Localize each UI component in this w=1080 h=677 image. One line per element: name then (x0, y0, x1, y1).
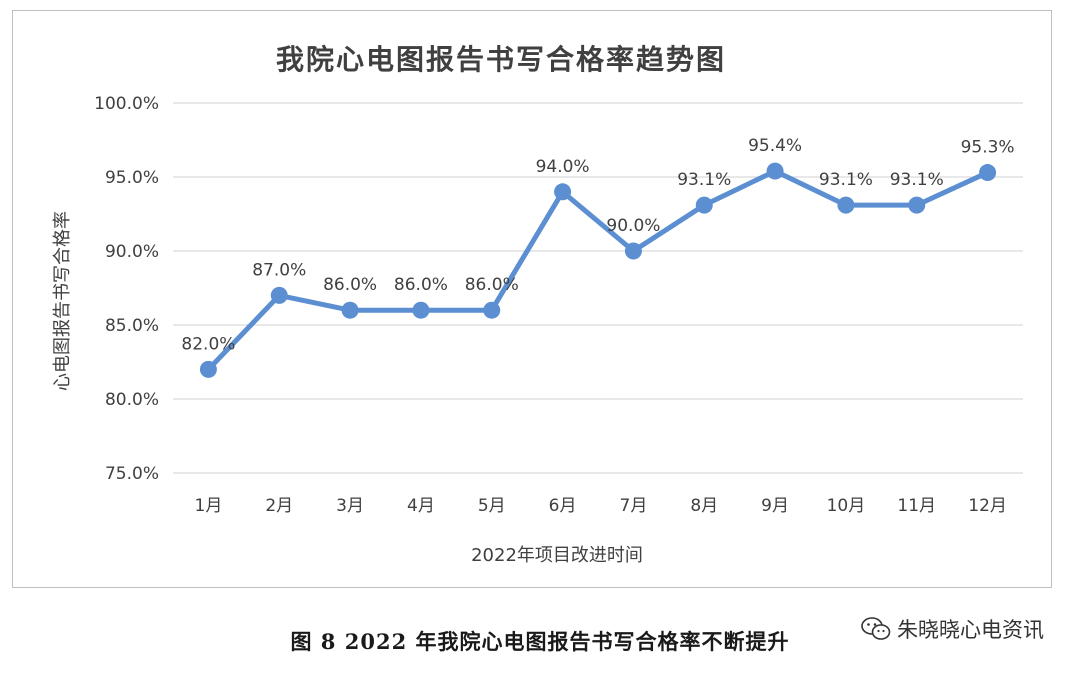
data-label: 95.4% (748, 136, 802, 156)
data-point (412, 301, 430, 319)
x-tick-label: 2月 (265, 496, 293, 516)
data-point (695, 196, 713, 214)
data-label: 86.0% (465, 275, 519, 295)
data-label: 95.3% (961, 138, 1015, 158)
data-point (199, 360, 217, 378)
y-tick-label: 75.0% (105, 464, 159, 484)
data-point (554, 183, 572, 201)
y-tick-label: 95.0% (105, 168, 159, 188)
x-tick-label: 10月 (827, 496, 866, 516)
y-axis-label: 心电图报告书写合格率 (52, 211, 73, 391)
y-tick-label: 80.0% (105, 390, 159, 410)
x-tick-label: 4月 (407, 496, 435, 516)
x-tick-label: 8月 (690, 496, 718, 516)
data-point (766, 162, 784, 180)
data-label: 86.0% (394, 275, 448, 295)
x-axis-label: 2022年项目改进时间 (471, 545, 643, 566)
data-point (837, 196, 855, 214)
x-tick-label: 11月 (897, 496, 936, 516)
data-point (624, 242, 642, 260)
data-label: 87.0% (252, 260, 306, 280)
x-tick-label: 9月 (761, 496, 789, 516)
data-label: 93.1% (890, 170, 944, 190)
data-point (483, 301, 501, 319)
y-tick-label: 100.0% (94, 94, 159, 114)
x-tick-label: 5月 (478, 496, 506, 516)
data-point (908, 196, 926, 214)
chart-title: 我院心电图报告书写合格率趋势图 (276, 43, 726, 76)
data-point (341, 301, 359, 319)
line-chart: 我院心电图报告书写合格率趋势图 75.0% 80.0% 85.0% 90.0% 95.0… (52, 43, 1023, 566)
y-tick-label: 90.0% (105, 242, 159, 262)
data-point (270, 286, 288, 304)
data-label: 94.0% (536, 157, 590, 177)
x-tick-label: 1月 (195, 496, 223, 516)
watermark: 朱晓晓心电资讯 (861, 614, 1044, 644)
data-label: 93.1% (677, 170, 731, 190)
series-line (206, 168, 989, 372)
x-tick-label: 3月 (336, 496, 364, 516)
data-label: 86.0% (323, 275, 377, 295)
wechat-icon (861, 617, 891, 640)
data-point (979, 164, 997, 182)
x-tick-label: 7月 (620, 496, 648, 516)
figure-caption: 图 8 2022 年我院心电图报告书写合格率不断提升 (290, 629, 790, 654)
chart-frame: 我院心电图报告书写合格率趋势图 75.0% 80.0% 85.0% 90.0% 95.0… (12, 10, 1052, 588)
data-label: 82.0% (181, 334, 235, 354)
watermark-text: 朱晓晓心电资讯 (897, 618, 1044, 642)
x-tick-label: 12月 (968, 496, 1007, 516)
data-label: 93.1% (819, 170, 873, 190)
y-tick-label: 85.0% (105, 316, 159, 336)
data-label: 90.0% (606, 216, 660, 236)
x-tick-label: 6月 (549, 496, 577, 516)
